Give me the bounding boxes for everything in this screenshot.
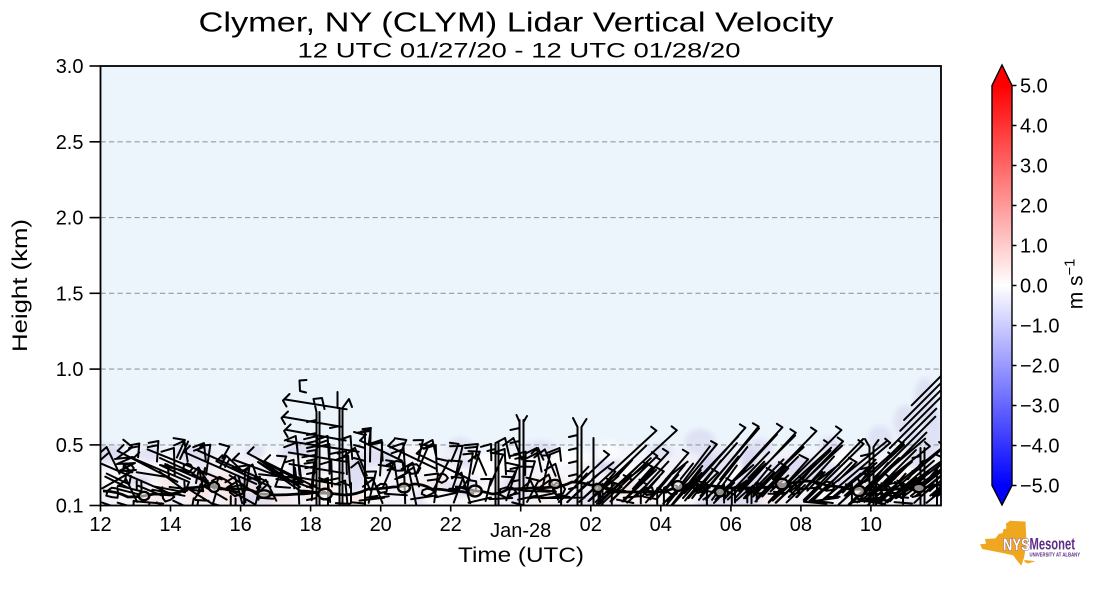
svg-text:0.0: 0.0 [1020,276,1048,298]
svg-text:1.5: 1.5 [56,283,84,305]
svg-text:5.0: 5.0 [1020,76,1048,98]
svg-text:1.0: 1.0 [56,359,84,381]
svg-text:4.0: 4.0 [1020,116,1048,138]
svg-text:2.0: 2.0 [1020,196,1048,218]
svg-text:1.0: 1.0 [1020,236,1048,258]
svg-text:08: 08 [790,514,812,536]
svg-text:04: 04 [650,514,672,536]
svg-text:3.0: 3.0 [1020,156,1048,178]
svg-text:18: 18 [299,514,321,536]
svg-text:16: 16 [229,514,251,536]
svg-text:3.0: 3.0 [56,56,84,78]
svg-text:NYS: NYS [1003,536,1030,555]
svg-text:12: 12 [89,514,111,536]
svg-text:20: 20 [370,514,392,536]
svg-text:14: 14 [159,514,181,536]
svg-text:−3.0: −3.0 [1020,396,1059,418]
svg-text:0.1: 0.1 [56,496,84,518]
svg-text:Jan-28: Jan-28 [490,520,551,542]
svg-text:−4.0: −4.0 [1020,436,1059,458]
svg-text:0.5: 0.5 [56,435,84,457]
svg-text:02: 02 [580,514,602,536]
svg-text:06: 06 [720,514,742,536]
svg-text:−1.0: −1.0 [1020,316,1059,338]
svg-text:2.5: 2.5 [56,132,84,154]
svg-text:Time (UTC): Time (UTC) [458,544,584,567]
svg-text:22: 22 [440,514,462,536]
svg-text:m s−1: m s−1 [1063,259,1088,310]
svg-text:−5.0: −5.0 [1020,476,1059,498]
svg-text:UNIVERSITY AT ALBANY: UNIVERSITY AT ALBANY [1030,552,1081,559]
svg-text:2.0: 2.0 [56,208,84,230]
svg-text:10: 10 [860,514,882,536]
svg-text:−2.0: −2.0 [1020,356,1059,378]
svg-text:Height (km): Height (km) [9,219,32,352]
svg-text:12 UTC 01/27/20 - 12 UTC 01/28: 12 UTC 01/27/20 - 12 UTC 01/28/20 [298,40,741,63]
svg-text:Mesonet: Mesonet [1030,534,1076,553]
svg-text:Clymer, NY (CLYM) Lidar Vertic: Clymer, NY (CLYM) Lidar Vertical Velocit… [199,7,834,38]
